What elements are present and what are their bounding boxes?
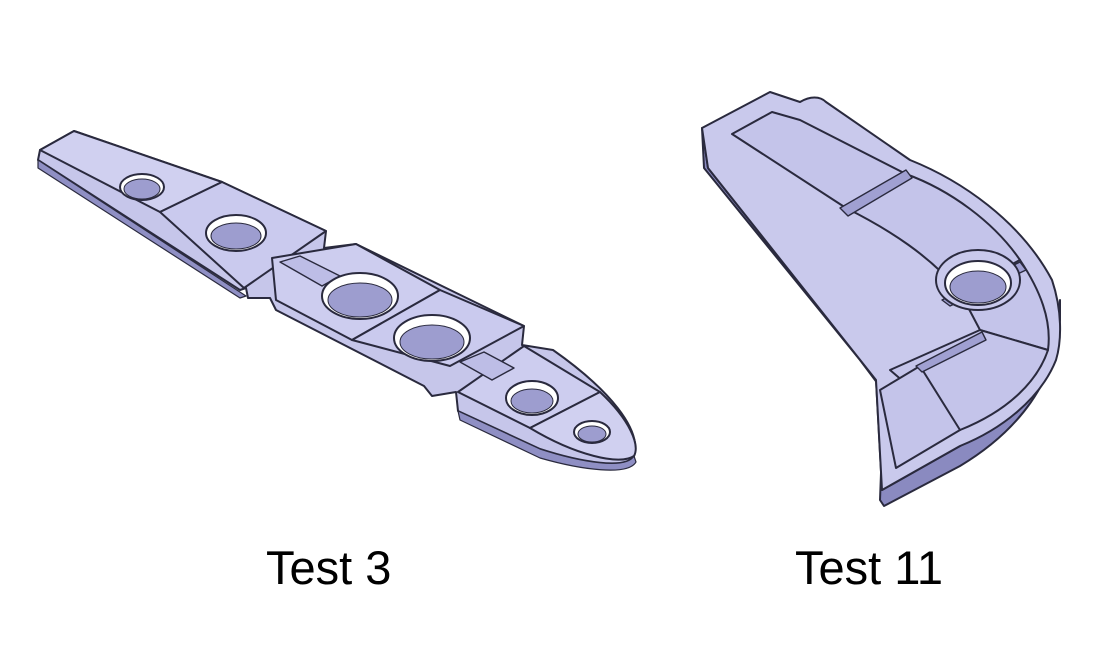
- test-3-caption: Test 3: [266, 541, 392, 594]
- test-3-part-render: [37, 130, 637, 471]
- test-3-figure: Test 3: [37, 130, 637, 594]
- test-11-figure: Test 11: [660, 0, 1105, 656]
- test-11-part-render: [701, 91, 1062, 507]
- test-11-caption: Test 11: [795, 541, 944, 594]
